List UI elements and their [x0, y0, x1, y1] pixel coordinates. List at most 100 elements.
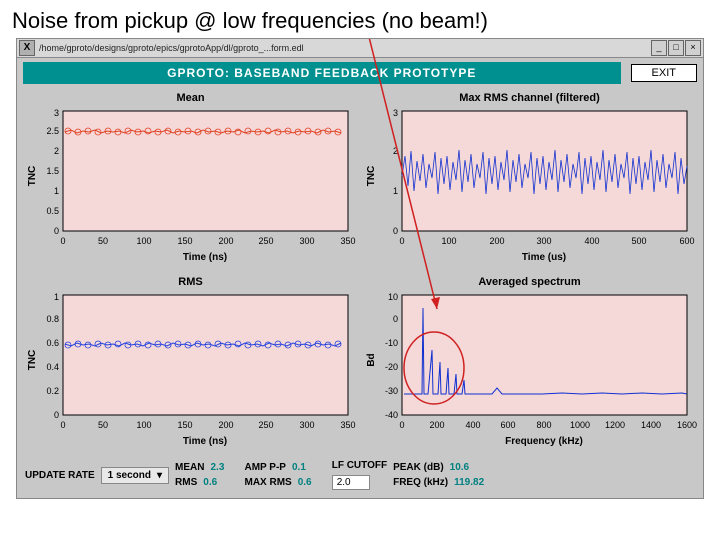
plot-spectrum: Averaged spectrum -40 -30 -20 -10 0 10 0… — [362, 274, 697, 454]
banner-title: GPROTO: BASEBAND FEEDBACK PROTOTYPE — [23, 62, 621, 84]
svg-text:800: 800 — [536, 420, 551, 430]
svg-text:300: 300 — [299, 420, 314, 430]
slide-title: Noise from pickup @ low frequencies (no … — [0, 0, 720, 38]
peak-label: PEAK (dB) — [393, 462, 444, 473]
svg-text:Time (ns): Time (ns) — [183, 252, 227, 263]
update-rate-value: 1 second — [108, 470, 151, 481]
svg-text:1.5: 1.5 — [46, 166, 59, 176]
app-window: X /home/gproto/designs/gproto/epics/gpro… — [16, 38, 704, 499]
svg-text:1600: 1600 — [677, 420, 697, 430]
header-bar: GPROTO: BASEBAND FEEDBACK PROTOTYPE EXIT — [17, 58, 703, 88]
titlebar: X /home/gproto/designs/gproto/epics/gpro… — [17, 39, 703, 58]
exit-button[interactable]: EXIT — [631, 64, 697, 82]
svg-text:1000: 1000 — [570, 420, 590, 430]
svg-text:50: 50 — [98, 236, 108, 246]
window-path: /home/gproto/designs/gproto/epics/gproto… — [39, 43, 304, 53]
svg-text:2: 2 — [393, 146, 398, 156]
svg-text:Time (ns): Time (ns) — [183, 436, 227, 447]
svg-text:3: 3 — [393, 108, 398, 118]
dropdown-icon: ▾ — [157, 470, 162, 481]
mean-value: 2.3 — [208, 462, 238, 473]
svg-text:TNC: TNC — [27, 350, 38, 371]
svg-text:2: 2 — [54, 146, 59, 156]
svg-text:250: 250 — [258, 420, 273, 430]
svg-text:0: 0 — [54, 226, 59, 236]
plot-mean: Mean 0 0.5 1 1.5 2 2.5 3 0 50 100 — [23, 90, 358, 270]
svg-text:-20: -20 — [385, 362, 398, 372]
svg-text:400: 400 — [584, 236, 599, 246]
update-rate-dropdown[interactable]: 1 second ▾ — [101, 467, 169, 484]
freq-value: 119.82 — [452, 477, 486, 488]
svg-text:350: 350 — [340, 420, 355, 430]
svg-text:0.2: 0.2 — [46, 386, 59, 396]
svg-text:Frequency (kHz): Frequency (kHz) — [505, 436, 583, 447]
peak-value: 10.6 — [448, 462, 478, 473]
mean-label: MEAN — [175, 462, 204, 473]
svg-text:50: 50 — [98, 420, 108, 430]
svg-text:200: 200 — [218, 420, 233, 430]
svg-text:3: 3 — [54, 108, 59, 118]
svg-text:300: 300 — [536, 236, 551, 246]
svg-text:0.5: 0.5 — [46, 206, 59, 216]
plot-rms: RMS 0 0.2 0.4 0.6 0.8 1 0 50 100 150 200 — [23, 274, 358, 454]
plot-maxrms-svg: 0 1 2 3 0 100 200 300 400 500 600 TNC Ti… — [362, 106, 697, 266]
maxrms-value: 0.6 — [296, 477, 326, 488]
svg-text:600: 600 — [679, 236, 694, 246]
svg-text:0: 0 — [54, 410, 59, 420]
svg-text:100: 100 — [136, 420, 151, 430]
plot-spectrum-svg: -40 -30 -20 -10 0 10 0 200 400 600 800 1… — [362, 290, 697, 450]
svg-text:2.5: 2.5 — [46, 126, 59, 136]
svg-text:200: 200 — [489, 236, 504, 246]
svg-text:100: 100 — [136, 236, 151, 246]
svg-text:150: 150 — [177, 236, 192, 246]
plot-grid: Mean 0 0.5 1 1.5 2 2.5 3 0 50 100 — [17, 88, 703, 456]
svg-text:1: 1 — [54, 186, 59, 196]
rms-value: 0.6 — [201, 477, 231, 488]
svg-text:200: 200 — [218, 236, 233, 246]
svg-text:400: 400 — [465, 420, 480, 430]
freq-label: FREQ (kHz) — [393, 477, 448, 488]
plot-maxrms-title: Max RMS channel (filtered) — [362, 90, 697, 106]
svg-text:0.6: 0.6 — [46, 338, 59, 348]
svg-text:0: 0 — [393, 314, 398, 324]
status-bar: UPDATE RATE 1 second ▾ MEAN 2.3 RMS 0.6 … — [17, 456, 703, 498]
update-rate-label: UPDATE RATE — [25, 470, 95, 481]
svg-text:0: 0 — [60, 420, 65, 430]
svg-text:200: 200 — [429, 420, 444, 430]
plot-rms-svg: 0 0.2 0.4 0.6 0.8 1 0 50 100 150 200 250… — [23, 290, 358, 450]
close-icon[interactable]: × — [685, 40, 701, 56]
svg-text:600: 600 — [500, 420, 515, 430]
svg-text:500: 500 — [631, 236, 646, 246]
lfcutoff-value[interactable]: 2.0 — [332, 475, 370, 490]
svg-text:0: 0 — [393, 226, 398, 236]
svg-text:Bd: Bd — [366, 353, 377, 366]
rms-label: RMS — [175, 477, 197, 488]
svg-text:350: 350 — [340, 236, 355, 246]
minimize-icon[interactable]: _ — [651, 40, 667, 56]
svg-text:100: 100 — [441, 236, 456, 246]
svg-text:TNC: TNC — [27, 166, 38, 187]
svg-text:250: 250 — [258, 236, 273, 246]
amppp-label: AMP P-P — [244, 462, 286, 473]
window-controls: _ □ × — [650, 40, 701, 56]
plot-mean-svg: 0 0.5 1 1.5 2 2.5 3 0 50 100 150 200 250… — [23, 106, 358, 266]
svg-text:0: 0 — [60, 236, 65, 246]
svg-text:TNC: TNC — [366, 166, 377, 187]
svg-text:0: 0 — [399, 420, 404, 430]
plot-spectrum-title: Averaged spectrum — [362, 274, 697, 290]
maximize-icon[interactable]: □ — [668, 40, 684, 56]
svg-text:0.8: 0.8 — [46, 314, 59, 324]
window-menu-icon[interactable]: X — [19, 40, 35, 56]
svg-text:10: 10 — [388, 292, 398, 302]
svg-text:1200: 1200 — [605, 420, 625, 430]
svg-text:0.4: 0.4 — [46, 362, 59, 372]
svg-text:1: 1 — [393, 186, 398, 196]
svg-text:-10: -10 — [385, 338, 398, 348]
svg-text:-40: -40 — [385, 410, 398, 420]
svg-text:-30: -30 — [385, 386, 398, 396]
plot-mean-title: Mean — [23, 90, 358, 106]
svg-text:Time (us): Time (us) — [522, 252, 566, 263]
maxrms-label: MAX RMS — [244, 477, 291, 488]
svg-text:1: 1 — [54, 292, 59, 302]
lfcutoff-label: LF CUTOFF — [332, 460, 387, 471]
